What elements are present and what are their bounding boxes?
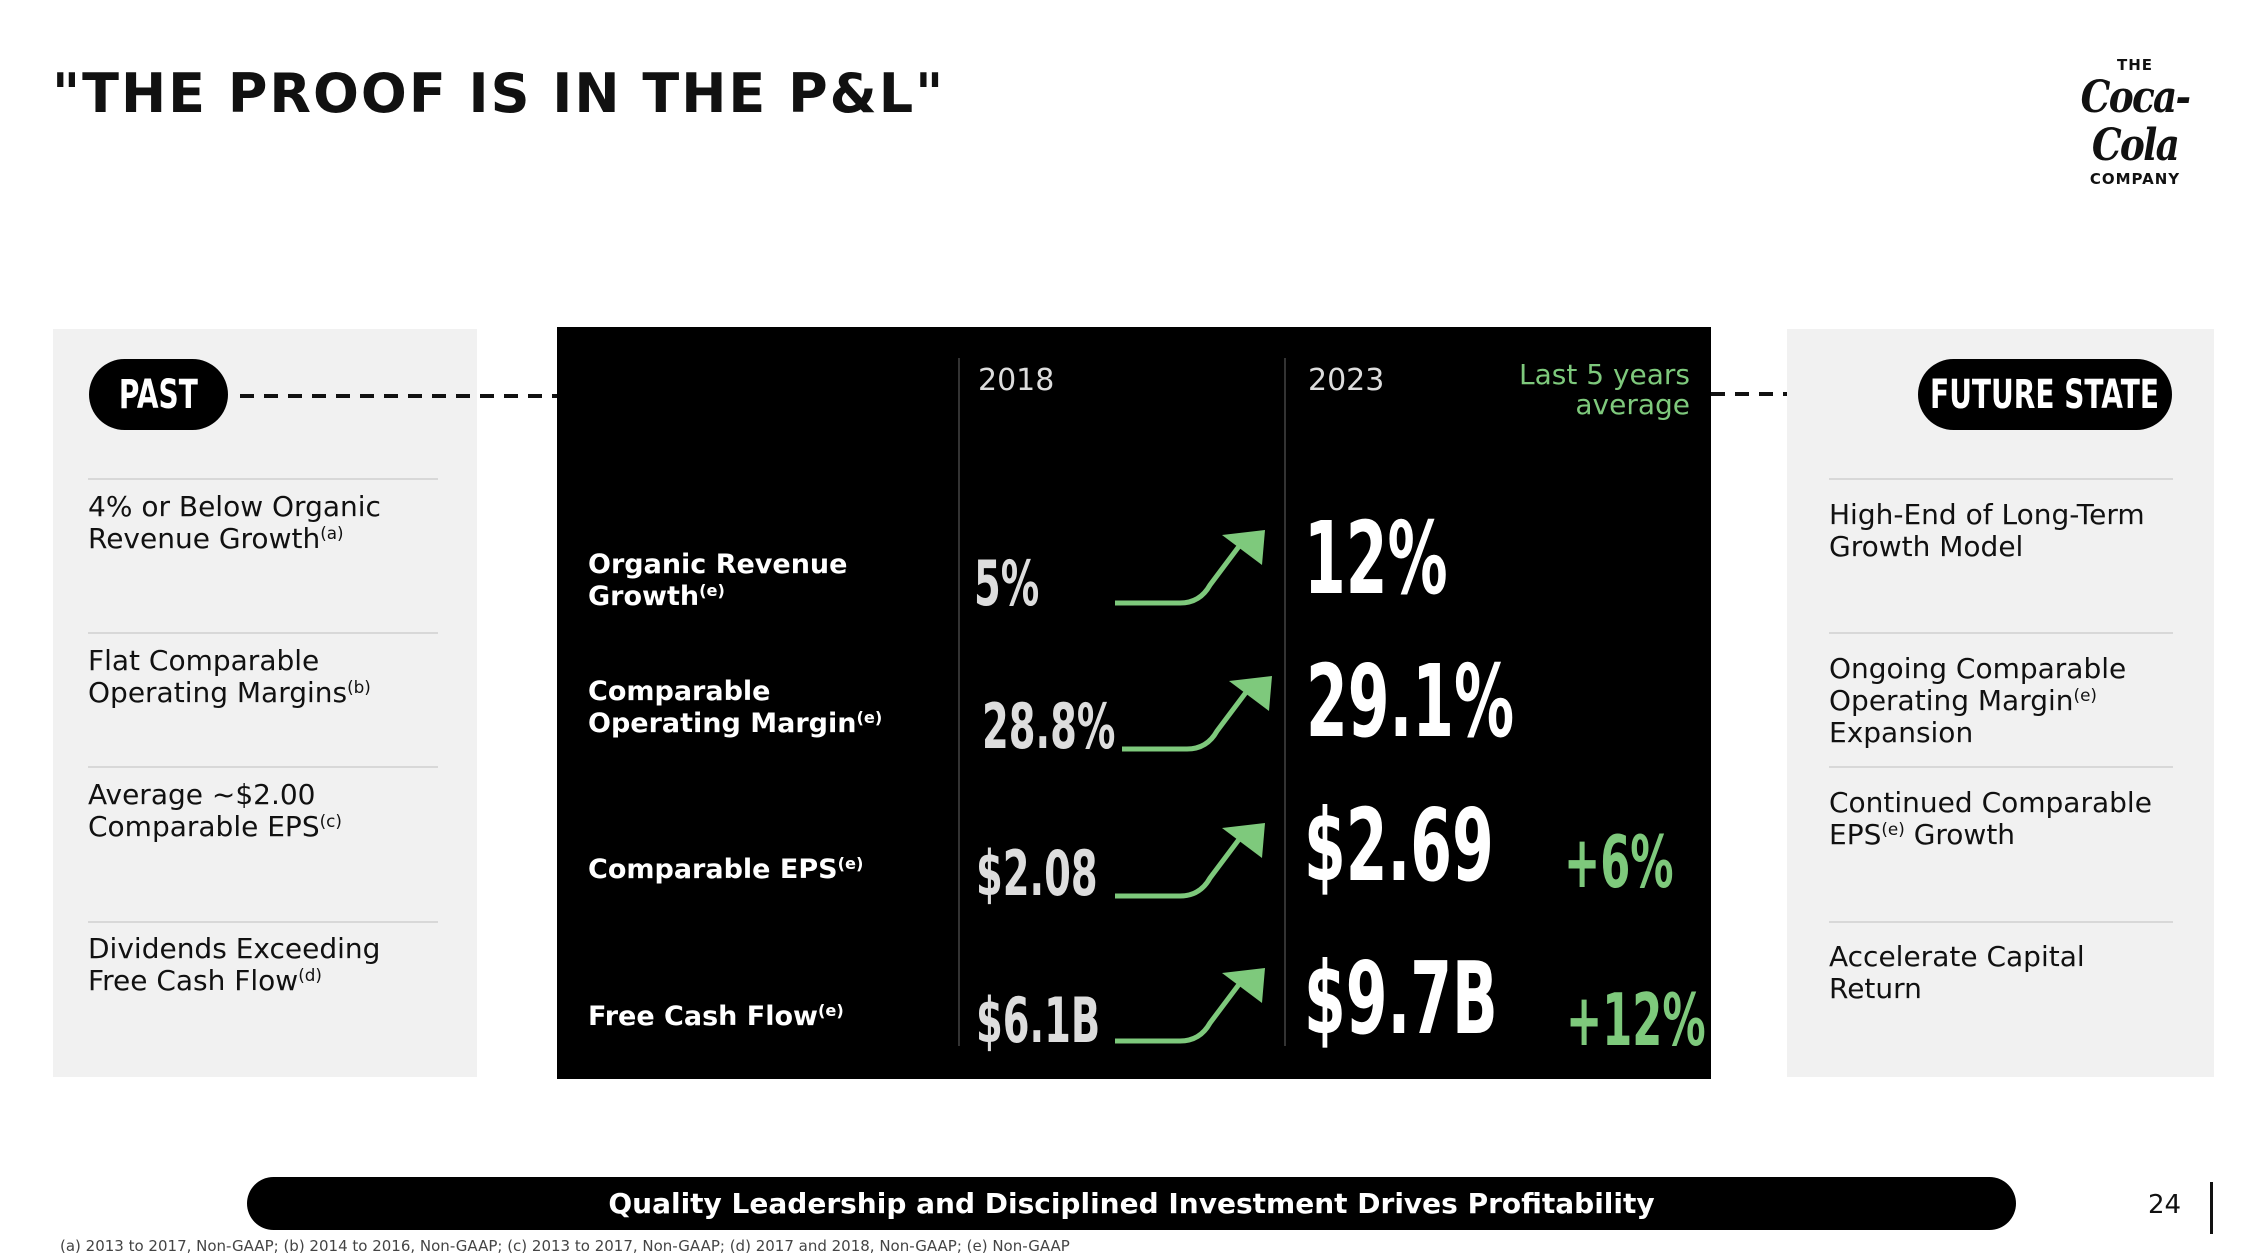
metrics-table <box>557 327 1711 1079</box>
value-2023: $2.69 <box>1304 787 1494 904</box>
logo-the: THE <box>2116 56 2154 74</box>
future-state-pill: FUTURE STATE <box>1918 359 2172 430</box>
past-item: Dividends Exceeding Free Cash Flow(d) <box>88 932 381 997</box>
divider <box>88 632 438 634</box>
takeaway-banner: Quality Leadership and Disciplined Inves… <box>247 1177 2016 1230</box>
past-panel <box>53 329 477 1077</box>
row-label: Free Cash Flow(e) <box>588 1001 844 1032</box>
row-label: Comparable EPS(e) <box>588 854 864 885</box>
value-2018: 28.8% <box>982 690 1116 763</box>
growth-arrow-icon <box>1115 836 1242 899</box>
divider <box>1829 766 2173 768</box>
page-number-divider <box>2210 1182 2213 1234</box>
header-2018: 2018 <box>978 363 1055 398</box>
value-2018: $6.1B <box>976 984 1101 1057</box>
page-number: 24 <box>2148 1190 2182 1220</box>
value-2018: 5% <box>974 547 1040 620</box>
future-item: Continued Comparable EPS(e) Growth <box>1829 786 2152 851</box>
value-2023: 12% <box>1304 500 1448 617</box>
divider <box>1829 632 2173 634</box>
coca-cola-logo: THE Coca-Cola COMPANY <box>2055 56 2215 188</box>
value-5yr-average: +12% <box>1566 978 1706 1062</box>
footnotes: (a) 2013 to 2017, Non-GAAP; (b) 2014 to … <box>60 1237 1070 1255</box>
value-5yr-average: +6% <box>1564 820 1674 904</box>
past-item: 4% or Below Organic Revenue Growth(a) <box>88 490 381 555</box>
divider <box>88 921 438 923</box>
row-label: Comparable Operating Margin(e) <box>588 676 883 739</box>
past-item: Flat Comparable Operating Margins(b) <box>88 644 371 709</box>
growth-arrow-icon <box>1115 543 1242 606</box>
logo-company: COMPANY <box>2089 170 2181 188</box>
value-2023: 29.1% <box>1306 643 1515 760</box>
header-2023: 2023 <box>1308 363 1385 398</box>
header-last-5-years-average: Last 5 years average <box>1519 358 1690 421</box>
value-2018: $2.08 <box>976 837 1098 910</box>
future-item: Ongoing Comparable Operating Margin(e) E… <box>1829 652 2127 749</box>
slide-title: "THE PROOF IS IN THE P&L" <box>52 62 946 125</box>
past-item: Average ~$2.00 Comparable EPS(c) <box>88 778 342 843</box>
column-divider <box>958 358 960 1046</box>
column-divider <box>1284 358 1286 1046</box>
value-2023: $9.7B <box>1304 940 1498 1057</box>
divider <box>88 766 438 768</box>
row-label: Organic Revenue Growth(e) <box>588 549 848 612</box>
divider <box>1829 921 2173 923</box>
future-state-panel <box>1787 329 2214 1077</box>
future-item: Accelerate Capital Return <box>1829 940 2085 1005</box>
growth-arrow-icon <box>1115 981 1242 1044</box>
divider <box>88 478 438 480</box>
future-item: High-End of Long-Term Growth Model <box>1829 498 2145 563</box>
past-pill: PAST <box>89 359 228 430</box>
divider <box>1829 478 2173 480</box>
logo-script: Coca-Cola <box>2080 72 2191 171</box>
growth-arrow-icon <box>1122 689 1249 752</box>
